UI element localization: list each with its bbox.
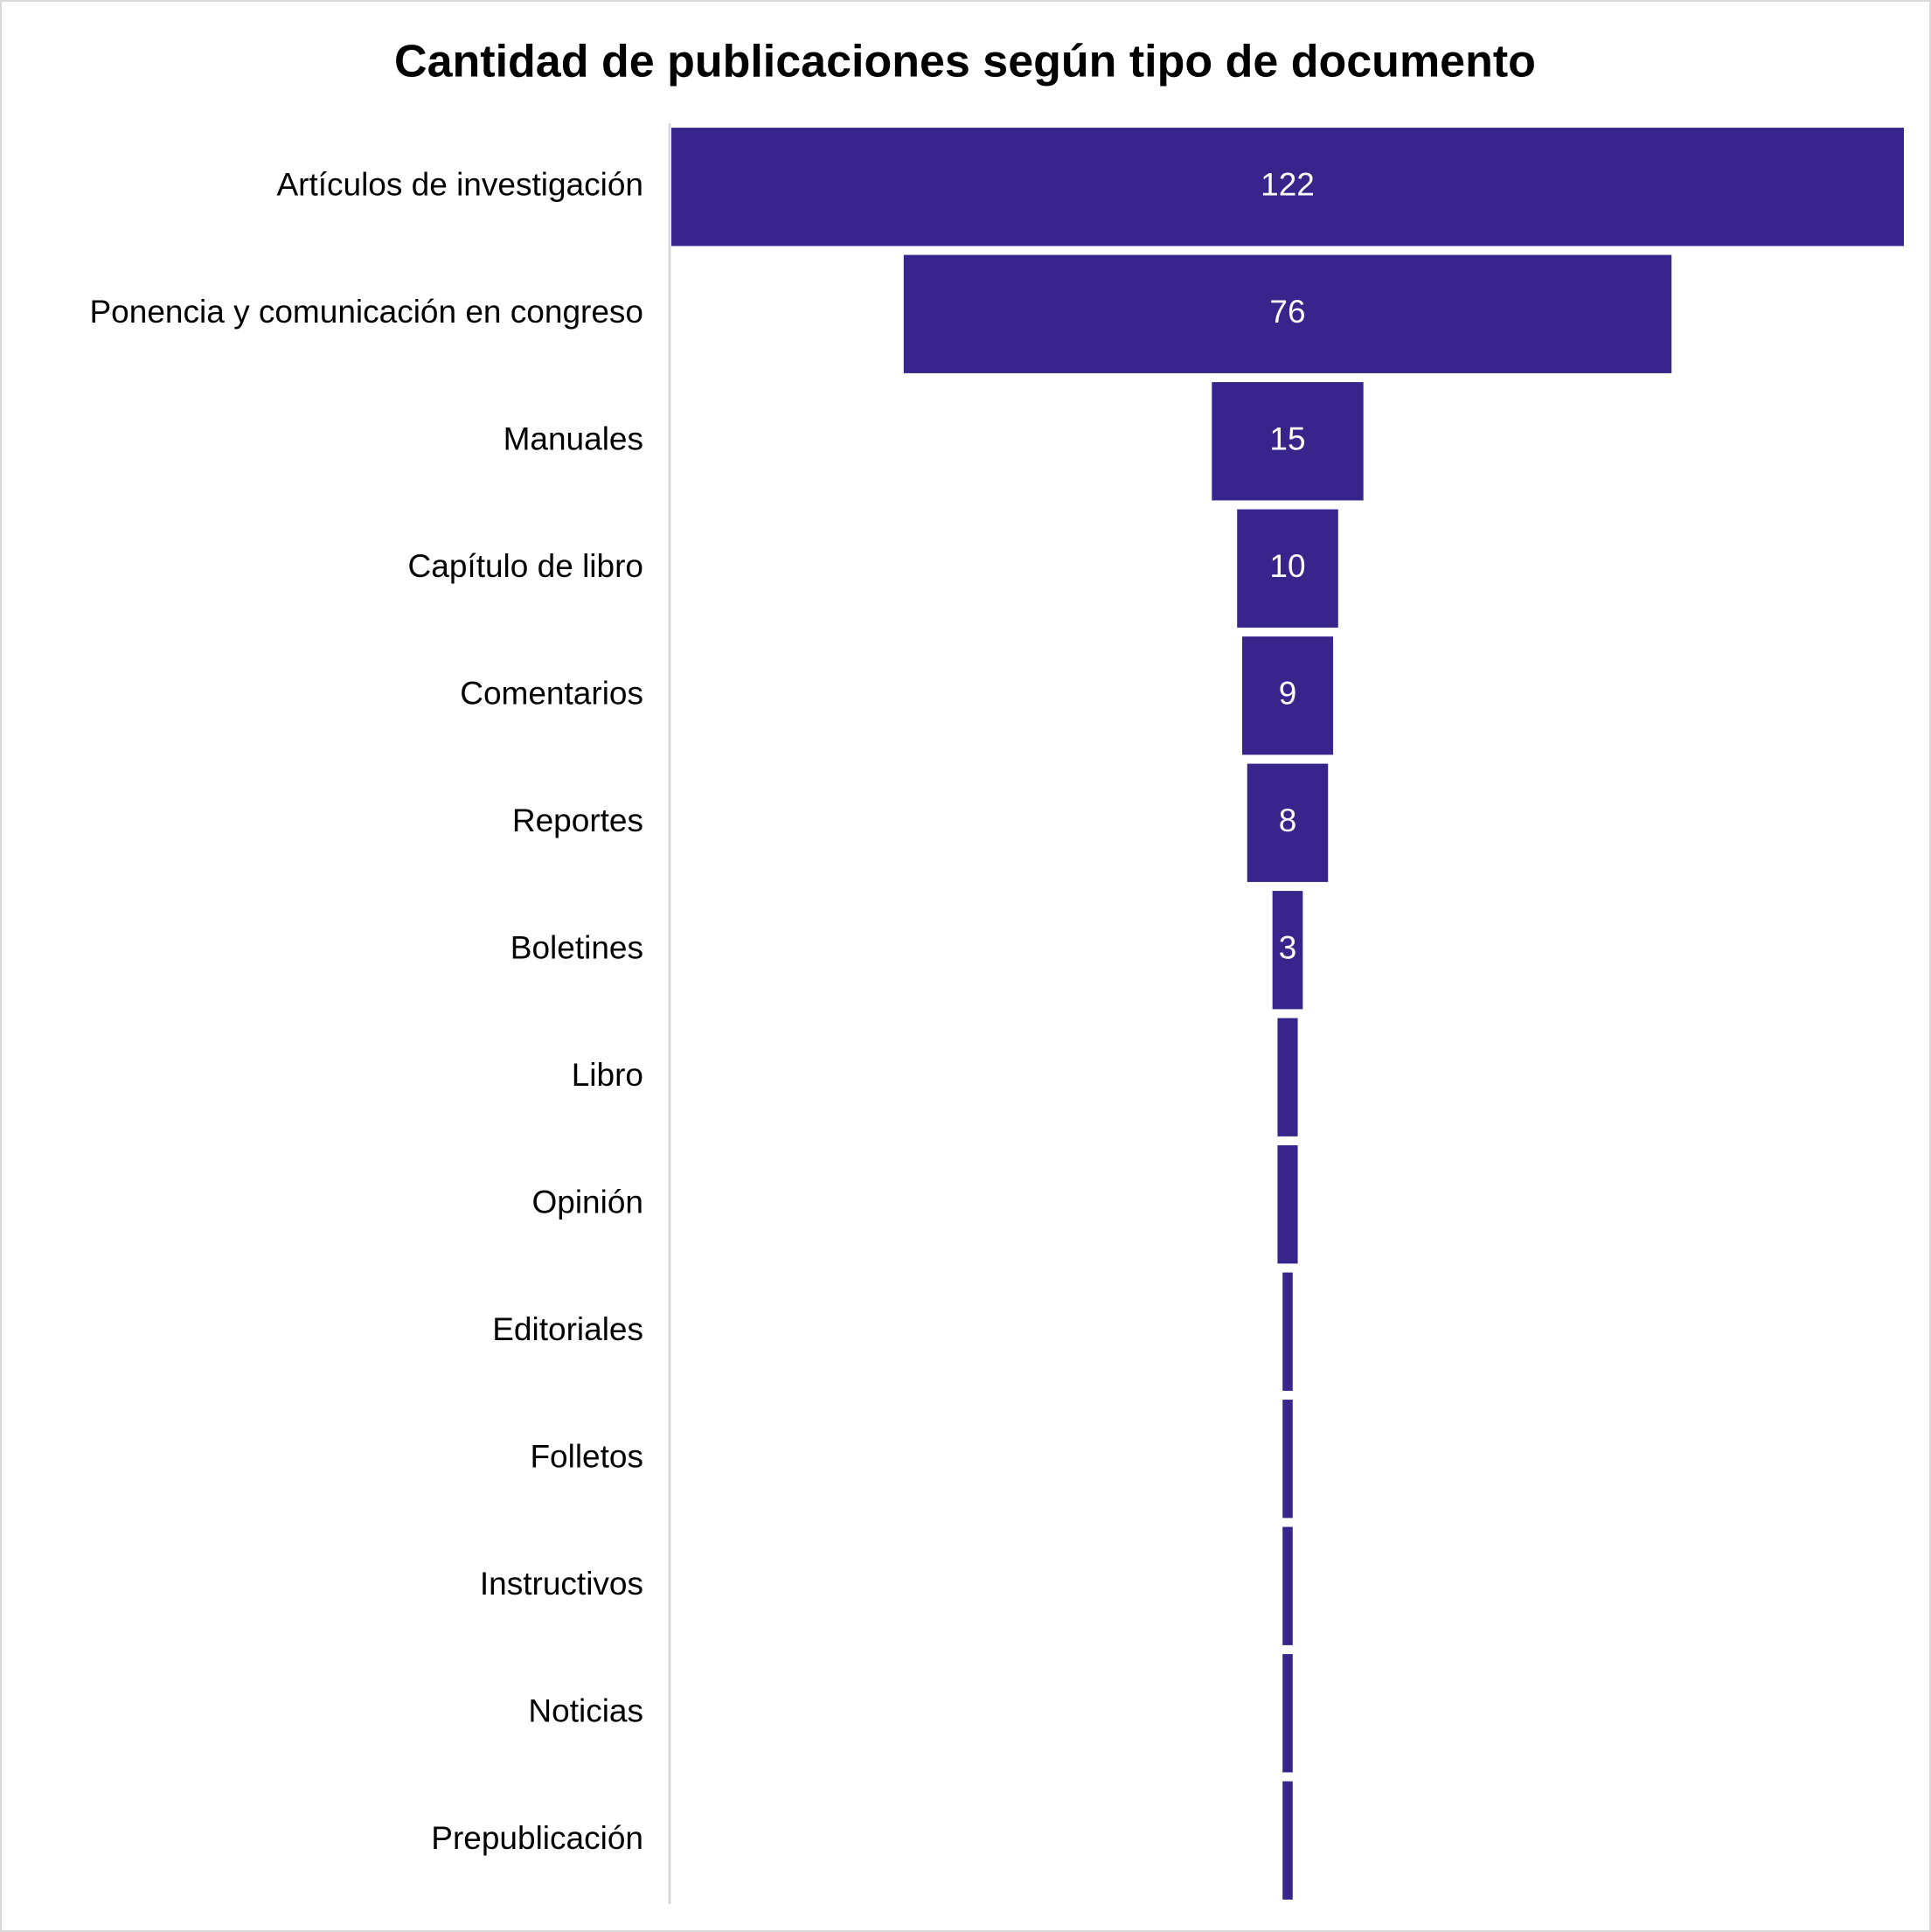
data-label: 10 [1269,548,1305,584]
bar [1247,763,1329,882]
bar [1277,1145,1298,1264]
category-label: Opinión [531,1185,643,1220]
bar [1282,1272,1293,1391]
category-label: Folletos [530,1439,643,1475]
category-label: Ponencia y comunicación en congreso [90,294,644,330]
bar [1272,891,1303,1010]
bar [1282,1781,1293,1900]
bar [1282,1654,1293,1773]
bar [903,254,1672,373]
bar [1212,382,1364,501]
data-label: 122 [1261,167,1315,203]
bar [1237,509,1338,628]
bar [1277,1018,1298,1136]
data-label: 3 [1279,930,1297,966]
chart-title: Cantidad de publicaciones según tipo de … [394,37,1536,87]
category-label: Noticias [528,1693,643,1729]
data-label: 9 [1279,676,1297,712]
data-label: 15 [1269,421,1305,457]
data-label: 76 [1269,294,1305,330]
category-label: Prepublicación [431,1820,643,1856]
bar [1241,636,1334,755]
data-label: 8 [1279,803,1297,838]
category-label: Editoriales [492,1311,643,1347]
bar [671,128,1904,247]
category-label: Boletines [511,930,643,966]
category-label: Instructivos [480,1566,643,1602]
bar [1282,1400,1293,1518]
category-label: Libro [572,1057,643,1093]
category-label: Reportes [512,803,643,838]
category-label: Comentarios [460,676,643,712]
bar [1282,1526,1293,1645]
category-label: Manuales [504,421,643,457]
category-label: Artículos de investigación [276,167,643,203]
category-label: Capítulo de libro [408,548,643,584]
